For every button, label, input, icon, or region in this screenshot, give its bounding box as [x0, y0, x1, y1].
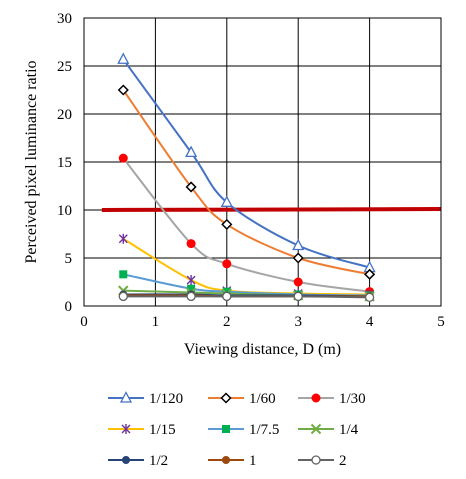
y-tick-label: 25: [57, 59, 72, 75]
data-point: [117, 52, 130, 64]
legend-label: 1/15: [149, 422, 176, 438]
y-tick-label: 20: [57, 107, 72, 123]
data-point: [185, 181, 197, 193]
series-line: [122, 157, 370, 293]
data-point: [222, 291, 232, 302]
series-2: [118, 291, 375, 303]
legend-label: 1/2: [149, 453, 168, 469]
reference-line: [101, 207, 442, 212]
legend-item: 1/4: [298, 422, 359, 438]
data-point: [121, 424, 131, 434]
y-tick-label: 15: [57, 155, 72, 171]
y-tick-label: 10: [57, 203, 72, 219]
data-point: [118, 153, 128, 163]
x-tick-label: 2: [223, 314, 231, 330]
x-tick-label: 0: [80, 314, 88, 330]
data-point: [293, 291, 303, 302]
x-tick-label: 1: [152, 314, 160, 330]
data-point: [187, 284, 196, 293]
x-tick-label: 3: [294, 314, 302, 330]
legend-item: 1/7.5: [208, 422, 279, 438]
data-point: [364, 268, 376, 280]
data-point: [311, 393, 321, 403]
series-layer: [117, 52, 376, 303]
plot-frame: [83, 17, 442, 307]
series-1-120: [117, 52, 376, 273]
x-tick-label: 5: [437, 314, 445, 330]
y-tick-label: 30: [57, 11, 72, 27]
series-1-30: [118, 153, 375, 297]
x-axis-label: Viewing distance, D (m): [184, 341, 341, 358]
legend-item: 1/120: [108, 391, 183, 407]
data-point: [186, 239, 196, 249]
legend: 1/120 1/60 1/30 1/15 1/7.5 1/4 1/2 1 2: [108, 391, 366, 469]
data-point: [364, 292, 375, 303]
data-point: [311, 455, 321, 465]
data-point: [220, 195, 233, 207]
data-point: [118, 291, 128, 302]
series-line: [122, 89, 370, 276]
data-point: [186, 291, 196, 302]
legend-label: 1/120: [149, 391, 183, 407]
tick-labels: 0 1 2 3 4 5 0 5 10 15 20 25 30: [57, 11, 445, 330]
data-point: [186, 275, 196, 286]
legend-label: 1: [249, 453, 257, 469]
series-line: [123, 295, 370, 299]
data-point: [292, 238, 305, 251]
legend-label: 2: [339, 453, 347, 469]
data-point: [222, 259, 232, 269]
y-tick-label: 5: [65, 251, 73, 267]
x-tick-label: 4: [366, 314, 374, 330]
data-point: [119, 391, 133, 403]
y-axis-label: Perceived pixel luminance ratio: [23, 60, 40, 263]
series-1-60: [117, 84, 376, 280]
grid-lines: [83, 17, 442, 307]
data-point: [292, 252, 304, 264]
legend-item: 1/30: [298, 391, 366, 407]
legend-item: 1: [208, 453, 257, 469]
data-point: [222, 425, 230, 433]
data-point: [310, 423, 322, 435]
legend-item: 2: [298, 453, 347, 469]
legend-item: 1/60: [208, 391, 276, 407]
data-point: [221, 218, 233, 230]
threshold-line: [101, 207, 442, 212]
data-point: [117, 84, 129, 96]
legend-item: 1/2: [108, 453, 168, 469]
data-point: [119, 270, 128, 279]
legend-label: 1/30: [339, 391, 366, 407]
data-point: [293, 277, 303, 287]
data-point: [222, 456, 230, 464]
legend-label: 1/4: [339, 422, 359, 438]
data-point: [118, 233, 128, 244]
legend-label: 1/7.5: [249, 422, 279, 438]
data-point: [185, 145, 198, 158]
data-point: [220, 392, 232, 404]
y-tick-label: 0: [65, 299, 73, 315]
data-point: [122, 456, 130, 464]
legend-item: 1/15: [108, 422, 176, 438]
legend-label: 1/60: [249, 391, 276, 407]
